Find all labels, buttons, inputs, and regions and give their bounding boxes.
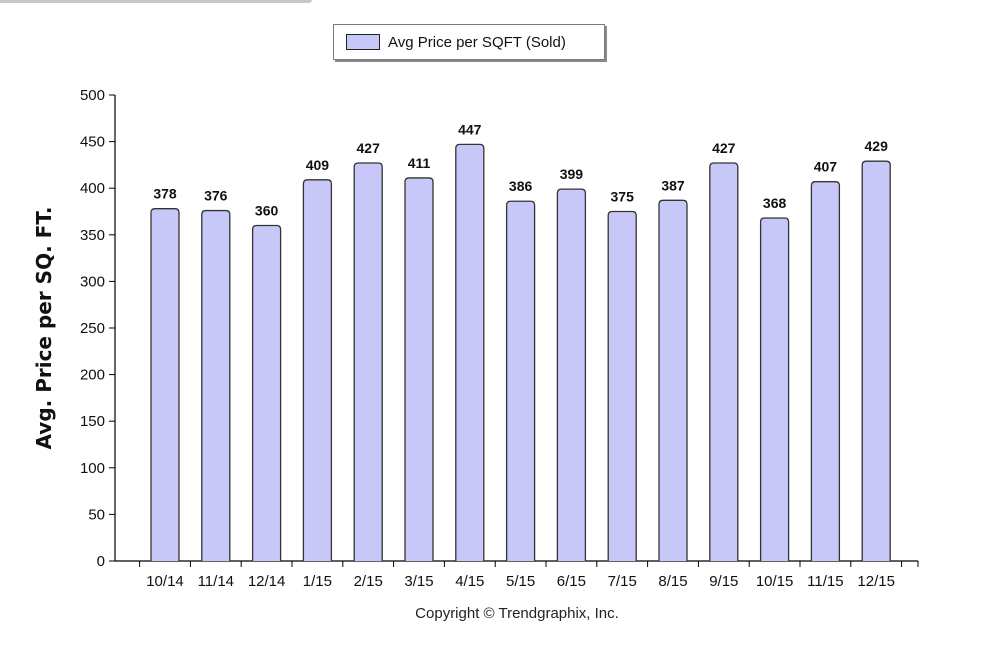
copyright-text: Copyright © Trendgraphix, Inc. xyxy=(415,605,619,622)
y-tick-label: 400 xyxy=(80,180,105,197)
bar-value-label: 429 xyxy=(865,138,889,154)
y-tick-label: 50 xyxy=(88,506,105,523)
x-tick-label: 1/15 xyxy=(303,573,332,590)
bar xyxy=(759,217,790,561)
legend-label: Avg Price per SQFT (Sold) xyxy=(388,33,566,51)
bar xyxy=(201,209,231,561)
y-tick-label: 0 xyxy=(97,553,105,570)
bar-value-label: 376 xyxy=(204,188,228,204)
bar-value-label: 386 xyxy=(509,178,533,194)
bar-value-label: 407 xyxy=(814,159,838,175)
bar xyxy=(505,200,536,561)
y-axis-title: Avg. Price per SQ. FT. xyxy=(32,207,56,450)
window-tab-edge xyxy=(0,0,312,3)
bar xyxy=(607,210,637,561)
x-tick-label: 10/14 xyxy=(146,573,184,590)
bar-value-label: 375 xyxy=(611,189,635,205)
x-tick-label: 9/15 xyxy=(709,573,738,590)
x-tick-label: 12/15 xyxy=(857,573,895,590)
x-tick-label: 6/15 xyxy=(557,573,586,590)
y-tick-label: 500 xyxy=(80,87,105,104)
bar-value-label: 411 xyxy=(408,155,431,171)
bar xyxy=(556,188,587,561)
x-tick-label: 10/15 xyxy=(756,573,794,590)
bar-value-label: 368 xyxy=(763,195,787,211)
bar xyxy=(404,177,434,561)
bar-value-label: 399 xyxy=(560,166,584,182)
bar xyxy=(251,224,282,561)
y-tick-label: 100 xyxy=(80,460,105,477)
y-tick-label: 350 xyxy=(80,227,105,244)
y-tick-label: 200 xyxy=(80,367,105,384)
x-tick-label: 7/15 xyxy=(608,573,637,590)
bar-value-label: 360 xyxy=(255,202,279,218)
bar xyxy=(302,179,333,561)
x-tick-label: 4/15 xyxy=(455,573,484,590)
bar-value-label: 387 xyxy=(661,177,685,193)
bar xyxy=(658,199,688,561)
x-tick-label: 8/15 xyxy=(658,573,687,590)
bar-value-label: 427 xyxy=(357,140,381,156)
y-tick-label: 250 xyxy=(80,320,105,337)
x-tick-label: 5/15 xyxy=(506,573,535,590)
bar-value-label: 447 xyxy=(458,121,482,137)
x-tick-label: 3/15 xyxy=(404,573,433,590)
bar-value-label: 409 xyxy=(306,157,330,173)
bar-value-label: 427 xyxy=(712,140,736,156)
x-tick-label: 11/15 xyxy=(807,573,843,590)
bar xyxy=(861,160,891,561)
y-tick-label: 300 xyxy=(80,273,105,290)
y-tick-label: 150 xyxy=(80,413,105,430)
x-tick-label: 2/15 xyxy=(354,573,383,590)
bar xyxy=(810,181,841,561)
bar xyxy=(353,162,383,561)
x-tick-label: 12/14 xyxy=(248,573,286,590)
bar xyxy=(455,143,485,561)
bar-value-label: 378 xyxy=(153,186,177,202)
bar xyxy=(709,162,739,561)
x-tick-label: 11/14 xyxy=(198,573,234,590)
legend: Avg Price per SQFT (Sold) xyxy=(333,24,605,60)
bar xyxy=(150,208,180,561)
legend-swatch xyxy=(346,34,380,50)
y-tick-label: 450 xyxy=(80,134,105,151)
